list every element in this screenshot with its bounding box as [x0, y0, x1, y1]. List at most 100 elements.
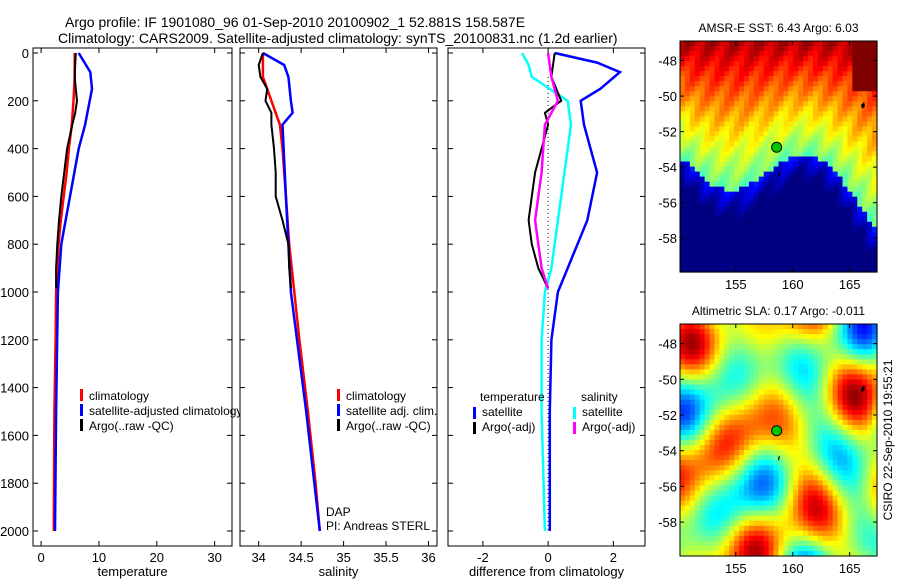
map-cell	[744, 520, 750, 527]
map-cell	[808, 41, 814, 47]
map-cell	[788, 495, 794, 502]
map-cell	[822, 374, 829, 381]
map-cell	[803, 485, 809, 492]
map-cell	[803, 196, 809, 203]
map-cell	[689, 424, 696, 431]
map-cell	[842, 61, 849, 67]
map-cell	[729, 221, 735, 228]
map-cell	[827, 329, 834, 335]
map-field	[680, 41, 878, 273]
map-cell	[803, 349, 809, 355]
map-cell	[788, 216, 794, 223]
map-cell	[734, 505, 740, 512]
map-cell	[729, 399, 735, 406]
map-cell	[793, 424, 799, 431]
map-cell	[719, 384, 725, 391]
map-cell	[694, 241, 701, 248]
map-cell	[773, 369, 780, 376]
x-tick-label: 34	[251, 550, 265, 565]
y-tick-label: 0	[22, 46, 29, 61]
map-cell	[680, 515, 686, 522]
map-cell	[857, 246, 863, 253]
map-cell	[842, 379, 849, 386]
map-cell	[808, 354, 814, 360]
map-cell	[768, 116, 775, 122]
map-cell	[748, 266, 755, 273]
map-cell	[773, 81, 780, 87]
map-cell	[739, 91, 745, 97]
map-cell	[852, 384, 858, 391]
map-cell	[753, 176, 760, 183]
map-cell	[822, 236, 829, 243]
map-cell	[773, 500, 780, 507]
map-cell	[788, 146, 794, 153]
map-cell	[837, 389, 844, 396]
map-cell	[857, 166, 863, 173]
map-cell	[872, 424, 878, 431]
map-cell	[699, 216, 706, 223]
map-cell	[783, 191, 789, 198]
map-cell	[803, 181, 809, 188]
map-cell	[783, 261, 789, 268]
map-cell	[680, 500, 686, 507]
map-cell	[680, 480, 686, 486]
map-cell	[758, 156, 765, 163]
map-cell	[817, 434, 824, 441]
map-cell	[753, 256, 760, 263]
map-cell	[793, 434, 799, 441]
map-cell	[768, 186, 775, 193]
island-shape	[861, 101, 866, 109]
map-cell	[788, 206, 794, 213]
map-cell	[680, 465, 686, 471]
map-cell	[694, 71, 701, 77]
map-cell	[773, 485, 780, 492]
map-cell	[709, 490, 716, 497]
map-cell	[753, 495, 760, 502]
map-cell	[719, 500, 725, 507]
map-cell	[867, 121, 873, 127]
map-cell	[793, 106, 799, 112]
map-cell	[714, 71, 720, 77]
map-cell	[689, 364, 696, 370]
map-cell	[817, 450, 824, 456]
x-tick-label: 165	[839, 277, 861, 292]
map-cell	[729, 419, 735, 426]
map-cell	[719, 46, 725, 52]
map-cell	[862, 409, 868, 416]
map-cell	[699, 181, 706, 188]
map-cell	[724, 266, 730, 273]
map-cell	[763, 86, 770, 92]
map-cell	[862, 475, 868, 481]
map-cell	[768, 329, 775, 335]
map-cell	[788, 409, 794, 416]
map-cell	[714, 374, 720, 381]
map-cell	[872, 344, 878, 350]
map-cell	[822, 384, 829, 391]
map-cell	[758, 111, 765, 117]
map-cell	[808, 414, 814, 421]
map-cell	[684, 136, 691, 143]
map-cell	[689, 256, 696, 263]
map-cell	[719, 216, 725, 223]
map-cell	[857, 266, 863, 273]
map-cell	[719, 465, 725, 471]
map-cell	[699, 359, 706, 365]
map-frame	[679, 323, 878, 557]
legend-header-temperature: temperature	[480, 390, 545, 404]
map-cell	[763, 490, 770, 497]
map-cell	[788, 399, 794, 406]
map-cell	[734, 455, 740, 461]
map-cell	[798, 445, 804, 451]
map-cell	[748, 41, 755, 47]
map-cell	[867, 515, 873, 522]
map-cell	[689, 266, 696, 273]
map-cell	[689, 450, 696, 456]
map-cell	[729, 166, 735, 173]
map-cell	[872, 166, 878, 173]
map-cell	[748, 226, 755, 233]
map-cell	[788, 231, 794, 238]
map-cell	[714, 211, 720, 218]
map-cell	[857, 354, 863, 360]
map-cell	[763, 106, 770, 112]
map-cell	[803, 106, 809, 112]
